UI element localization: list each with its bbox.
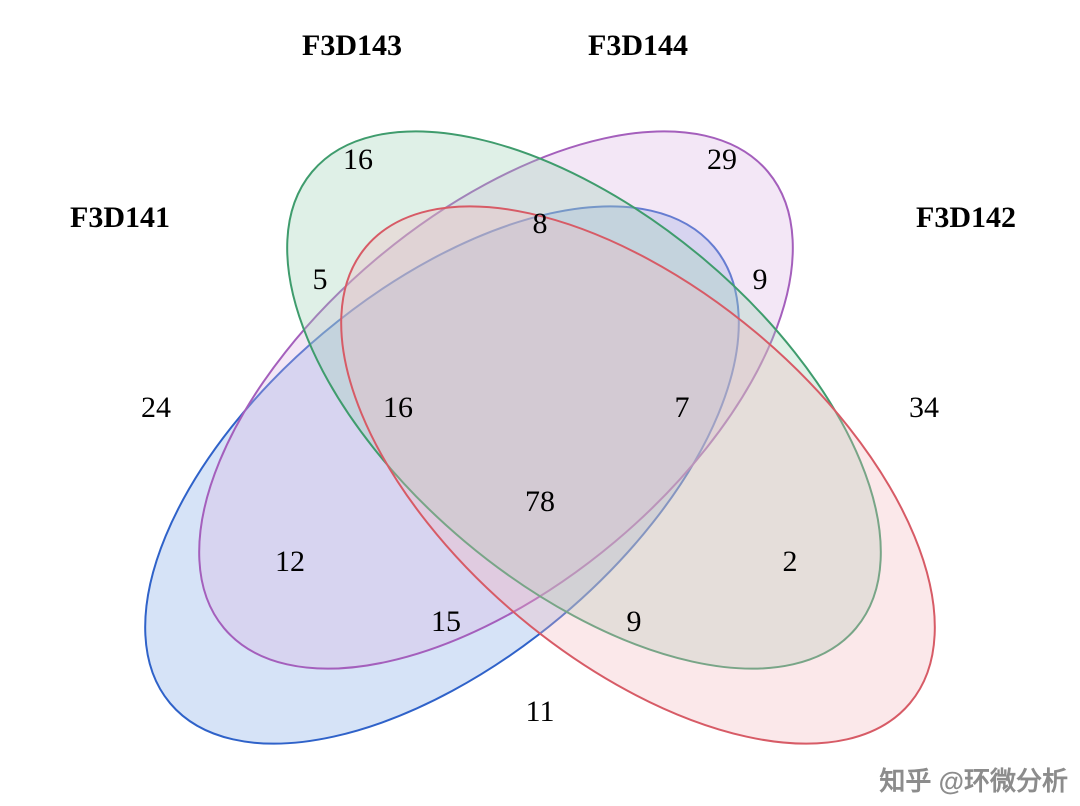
venn-value-AD: 11 xyxy=(526,695,555,729)
venn-value-B: 16 xyxy=(343,143,373,177)
venn-value-AC: 12 xyxy=(275,545,305,579)
set-label-D: F3D142 xyxy=(916,201,1016,235)
venn-value-BC: 8 xyxy=(533,207,548,241)
venn-value-ABCD: 78 xyxy=(525,485,555,519)
set-label-B: F3D143 xyxy=(302,29,402,63)
set-label-C: F3D144 xyxy=(588,29,688,63)
venn-value-CD: 9 xyxy=(753,263,768,297)
venn-value-ABC: 16 xyxy=(383,391,413,425)
venn-value-AB: 5 xyxy=(313,263,328,297)
venn-value-ABD: 15 xyxy=(431,605,461,639)
venn-value-ACD: 9 xyxy=(627,605,642,639)
venn-value-A: 24 xyxy=(141,391,171,425)
set-label-A: F3D141 xyxy=(70,201,170,235)
venn-diagram: 知乎 @环微分析 知乎 @环微分析 知乎 @环微分析 F3D141F3D143F… xyxy=(0,0,1080,806)
venn-value-BD: 2 xyxy=(783,545,798,579)
venn-value-BCD: 7 xyxy=(675,391,690,425)
venn-value-D: 34 xyxy=(909,391,939,425)
venn-value-C: 29 xyxy=(707,143,737,177)
